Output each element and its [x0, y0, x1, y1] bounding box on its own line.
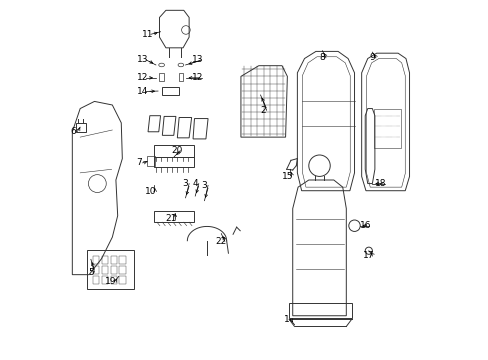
Text: 16: 16 — [359, 221, 370, 230]
Bar — [110, 276, 117, 284]
Text: 19: 19 — [104, 277, 116, 286]
Bar — [154, 145, 193, 157]
Text: 2: 2 — [260, 106, 265, 115]
Text: 21: 21 — [165, 214, 177, 223]
Bar — [119, 276, 125, 284]
Bar — [373, 109, 400, 148]
Text: 3: 3 — [201, 181, 207, 190]
Text: 3: 3 — [183, 179, 188, 188]
Bar — [102, 266, 108, 274]
Bar — [93, 256, 99, 264]
Bar — [93, 276, 99, 284]
Bar — [102, 256, 108, 264]
Bar — [179, 73, 183, 81]
Text: 20: 20 — [171, 146, 182, 155]
Text: 13: 13 — [137, 55, 148, 64]
Text: 14: 14 — [137, 87, 148, 96]
Text: 5: 5 — [88, 268, 94, 277]
Text: 1: 1 — [283, 315, 289, 324]
Text: 7: 7 — [136, 158, 142, 167]
Bar — [110, 256, 117, 264]
Bar — [119, 266, 125, 274]
Bar — [154, 157, 193, 167]
Bar — [102, 276, 108, 284]
Bar — [119, 256, 125, 264]
Text: 22: 22 — [215, 237, 226, 246]
Bar — [154, 211, 193, 222]
Bar — [87, 249, 134, 289]
Bar — [147, 156, 155, 166]
Text: 17: 17 — [362, 251, 374, 260]
Text: 15: 15 — [282, 172, 293, 181]
Text: 9: 9 — [369, 53, 374, 62]
Text: 6: 6 — [71, 127, 77, 136]
Bar — [159, 73, 163, 81]
Text: 13: 13 — [192, 55, 203, 64]
Text: 11: 11 — [142, 30, 153, 39]
Text: 4: 4 — [192, 179, 198, 188]
Bar — [110, 266, 117, 274]
Text: 12: 12 — [137, 73, 148, 82]
Text: 8: 8 — [319, 53, 325, 62]
Text: 12: 12 — [192, 73, 203, 82]
Text: 18: 18 — [374, 179, 386, 188]
Bar — [93, 266, 99, 274]
Text: 10: 10 — [145, 187, 156, 196]
